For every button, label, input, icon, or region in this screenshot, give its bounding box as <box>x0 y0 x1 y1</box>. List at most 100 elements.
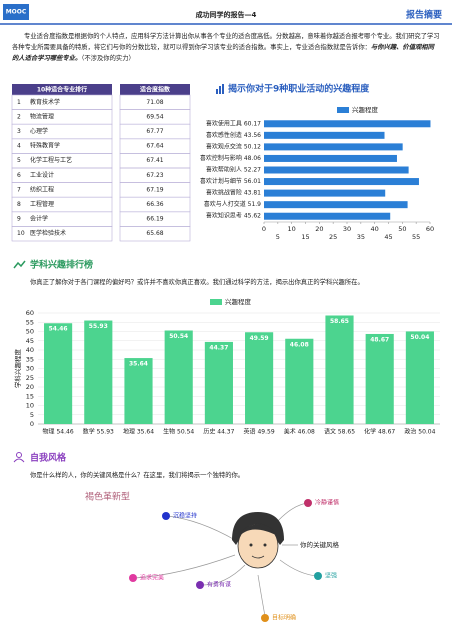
table-rank: 3 <box>17 128 21 135</box>
x-tick-label: 0 <box>262 225 266 233</box>
y-tick-label: 30 <box>26 365 34 373</box>
table-header-bg <box>120 84 190 95</box>
table-score: 65.68 <box>146 230 163 237</box>
legend-label: 兴趣程度 <box>352 105 379 114</box>
y-tick-label: 喜欢帮助别人 52.27 <box>206 166 261 174</box>
mind-map-node: 有勇有谋 <box>207 581 231 589</box>
table-rank: 6 <box>17 172 21 179</box>
section-text: 你是什么样的人，你的关键风格是什么？在这里，我们将揭示一个独特的你。 <box>30 472 245 479</box>
table-major: 化学工程与工艺 <box>30 156 72 164</box>
mind-map-node: 追求完美 <box>140 574 164 582</box>
table-score: 67.23 <box>146 172 163 179</box>
y-tick-label: 60 <box>26 309 34 317</box>
bar <box>264 154 397 162</box>
y-tick-label: 0 <box>30 420 34 428</box>
table-rank: 4 <box>17 143 21 150</box>
table-major: 会计学 <box>30 215 48 223</box>
bar <box>264 178 419 186</box>
table-cell <box>11 123 113 140</box>
y-tick-label: 5 <box>30 411 34 419</box>
bar-icon <box>216 84 224 94</box>
x-tick-label: 30 <box>343 225 351 233</box>
legend-swatch <box>210 299 222 305</box>
table-cell <box>11 167 113 183</box>
x-tick-label: 25 <box>329 233 337 241</box>
x-tick-label: 40 <box>371 225 379 233</box>
data-label: 54.46 <box>49 326 68 333</box>
table-rank: 2 <box>17 113 21 120</box>
table-score: 66.36 <box>146 201 163 208</box>
table-header: 10种适合专业排行 <box>37 86 87 94</box>
mind-map-node: 目标明确 <box>272 614 296 622</box>
y-tick-label: 喜欢控制与影响 48.06 <box>200 154 261 162</box>
x-tick-label: 35 <box>357 233 365 241</box>
table-major: 纺织工程 <box>30 185 54 193</box>
person-icon <box>16 452 22 458</box>
x-tick-label: 数学 55.93 <box>83 428 114 436</box>
table-major: 特殊教育学 <box>30 142 60 150</box>
bar <box>204 341 233 424</box>
table-rank: 9 <box>17 216 21 223</box>
bar <box>264 212 391 220</box>
table-cell <box>11 182 113 198</box>
x-tick-label: 政治 50.04 <box>404 428 435 436</box>
mind-map-links <box>134 502 319 617</box>
x-tick-label: 20 <box>315 225 323 233</box>
table-rank: 7 <box>17 186 21 193</box>
table-header: 适合度指数 <box>140 86 171 94</box>
data-label: 35.64 <box>129 361 148 368</box>
report-tag: 报告摘要 <box>406 9 442 21</box>
table-rank: 8 <box>17 201 21 208</box>
bar <box>245 332 274 424</box>
bar <box>405 331 434 424</box>
bar <box>124 358 153 424</box>
y-tick-label: 喜欢观点交流 50.12 <box>206 142 261 150</box>
table-rank: 10 <box>17 230 25 237</box>
bar <box>264 166 409 174</box>
table-cell <box>11 138 113 154</box>
table-score: 71.08 <box>146 99 163 106</box>
table-score: 67.19 <box>146 186 163 193</box>
trend-icon <box>13 260 26 269</box>
y-tick-label: 喜欢感性创造 43.56 <box>206 131 261 139</box>
table-major: 物流管理 <box>30 112 54 120</box>
x-tick-label: 生物 50.54 <box>163 428 194 436</box>
y-tick-label: 40 <box>26 346 34 354</box>
bar <box>264 131 385 139</box>
y-tick-label: 10 <box>26 402 34 410</box>
x-tick-label: 45 <box>384 233 392 241</box>
bar <box>325 315 354 424</box>
y-tick-label: 25 <box>26 374 34 382</box>
x-tick-label: 50 <box>398 225 406 233</box>
y-tick-label: 喜欢与人打交道 51.9 <box>204 200 261 208</box>
intro-emphasis: 与你兴趣、价值观相同的人适合学习哪些专业。 <box>12 44 434 62</box>
bar <box>164 330 193 424</box>
mind-map-dots <box>129 499 322 622</box>
table-rank: 1 <box>17 99 21 106</box>
y-tick-label: 50 <box>26 328 34 336</box>
y-tick-label: 喜欢使用工具 60.17 <box>206 119 261 127</box>
x-tick-label: 60 <box>426 225 434 233</box>
table-cell <box>11 196 113 213</box>
y-tick-label: 喜欢计划与细节 56.01 <box>200 177 261 185</box>
bar <box>264 143 403 151</box>
x-tick-label: 55 <box>412 233 420 241</box>
report-title: 成功同学的报告—4 <box>196 10 257 19</box>
chart-title: 揭示你对于9种职业活动的兴趣程度 <box>228 83 370 95</box>
table-cell <box>119 226 191 242</box>
x-tick-label: 化学 48.67 <box>364 428 395 436</box>
bar <box>285 338 314 424</box>
x-tick-label: 15 <box>301 233 309 241</box>
data-label: 44.37 <box>209 344 228 351</box>
legend-swatch <box>337 107 349 113</box>
table-score: 66.19 <box>146 216 163 223</box>
table-major: 教育技术学 <box>30 98 60 106</box>
mind-map-title: 褐色革新型 <box>85 491 130 503</box>
data-label: 48.67 <box>370 336 389 343</box>
table-major: 医学检验技术 <box>30 229 66 237</box>
table-major: 工程管理 <box>30 200 54 208</box>
bar <box>264 189 386 197</box>
y-tick-label: 20 <box>26 383 34 391</box>
table-major: 工业设计 <box>30 171 54 179</box>
